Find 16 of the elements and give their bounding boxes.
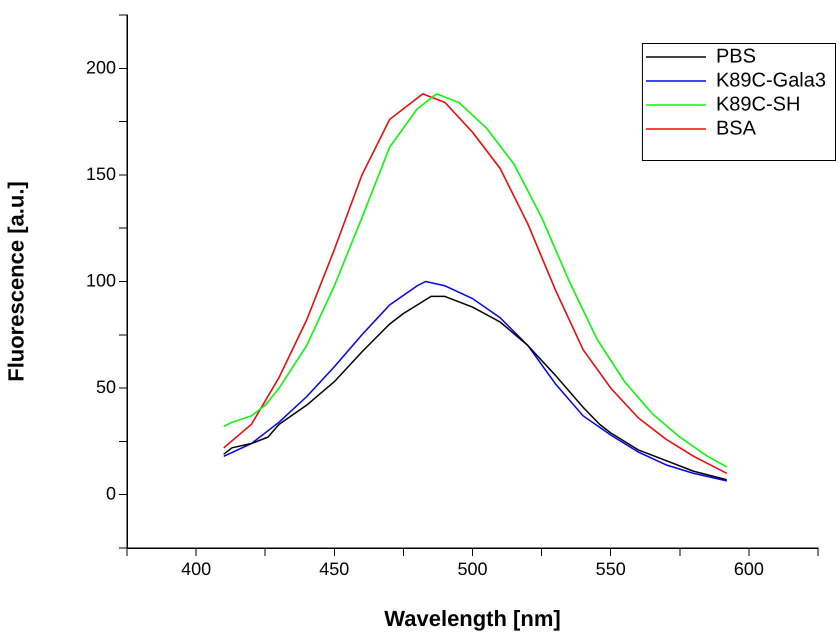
x-tick-label: 400: [181, 558, 212, 579]
y-axis-title: Fluorescence [a.u.]: [3, 181, 28, 382]
y-tick-label: 200: [86, 57, 116, 78]
y-tick-label: 50: [96, 377, 116, 398]
legend-label: K89C-Gala3: [716, 70, 826, 92]
y-tick-label: 100: [86, 270, 116, 290]
legend-label: BSA: [716, 118, 757, 140]
y-tick-label: 0: [106, 484, 116, 504]
y-tick-label: 150: [86, 164, 116, 184]
x-tick-label: 600: [734, 558, 764, 579]
x-axis-title: Wavelength [nm]: [384, 606, 561, 631]
legend-label: PBS: [716, 46, 756, 68]
x-tick-label: 500: [457, 558, 488, 579]
x-tick-label: 450: [319, 558, 350, 579]
legend-label: K89C-SH: [716, 94, 800, 116]
x-tick-label: 550: [596, 558, 626, 579]
